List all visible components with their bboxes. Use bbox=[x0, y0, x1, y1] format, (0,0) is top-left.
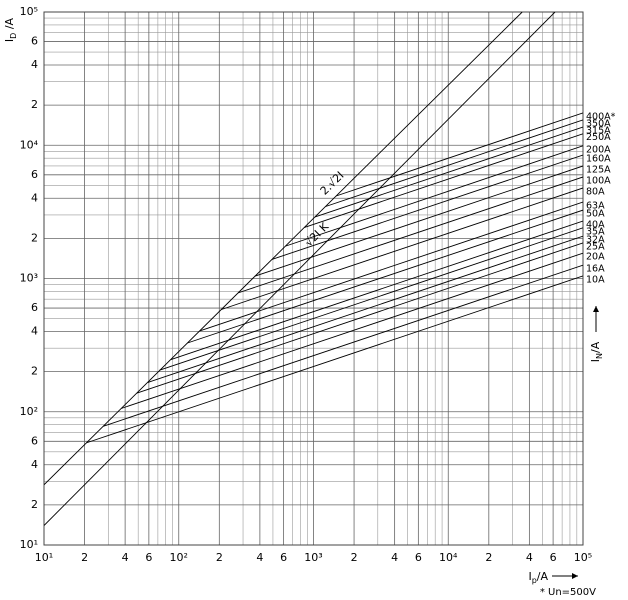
x-tick-label: 10² bbox=[170, 551, 188, 564]
fuse-curve bbox=[147, 235, 583, 383]
y-tick-label: 2 bbox=[31, 231, 38, 244]
legend-label: 200A bbox=[586, 144, 611, 155]
x-tick-label: 6 bbox=[145, 551, 152, 564]
fuse-curve bbox=[170, 220, 583, 361]
legend-label: 350A bbox=[586, 118, 611, 129]
x-tick-label: 4 bbox=[526, 551, 533, 564]
y-tick-label: 10³ bbox=[20, 272, 38, 285]
legend-label: 250A bbox=[586, 132, 611, 143]
legend-label: 32A bbox=[586, 235, 605, 246]
y-tick-label: 6 bbox=[31, 168, 38, 181]
fuse-curve bbox=[199, 201, 583, 332]
y-tick-label: 6 bbox=[31, 35, 38, 48]
line-label: 2.√2I bbox=[318, 169, 347, 198]
legend-label: 35A bbox=[586, 226, 605, 237]
y-tick-label: 2 bbox=[31, 365, 38, 378]
y-axis-label-unit: /A bbox=[3, 17, 16, 32]
legend-label: 16A bbox=[586, 264, 605, 275]
fuse-curve bbox=[285, 145, 583, 247]
y-tick-label: 4 bbox=[31, 458, 38, 471]
reference-line bbox=[44, 12, 556, 526]
legend-label: 315A bbox=[586, 126, 611, 137]
legend-label: 160A bbox=[586, 153, 611, 164]
legend-label: 63A bbox=[586, 201, 605, 212]
series-axis-label-unit: /A bbox=[589, 341, 602, 353]
x-tick-label: 10⁵ bbox=[574, 551, 592, 564]
legend-label: 400A* bbox=[586, 111, 616, 122]
legend-label: 20A bbox=[586, 252, 605, 263]
x-tick-label: 4 bbox=[256, 551, 263, 564]
reference-line bbox=[44, 12, 523, 486]
x-tick-label: 2 bbox=[351, 551, 358, 564]
fuse-curve bbox=[121, 252, 583, 409]
y-tick-label: 10⁴ bbox=[20, 138, 39, 151]
fuse-curve bbox=[103, 264, 583, 427]
fuse-curve bbox=[136, 242, 583, 394]
y-tick-label: 10⁵ bbox=[20, 5, 38, 18]
fuse-curve bbox=[303, 133, 583, 229]
line-label: √2I K bbox=[302, 220, 331, 250]
legend-label: 25A bbox=[586, 241, 605, 252]
x-tick-label: 2 bbox=[216, 551, 223, 564]
x-axis-label-symbol: I bbox=[528, 570, 531, 583]
fuse-curve bbox=[325, 119, 583, 207]
y-axis-label-subscript: D bbox=[9, 33, 18, 39]
legend-label: 50A bbox=[586, 209, 605, 220]
legend-label: 125A bbox=[586, 164, 611, 175]
n-arrowhead bbox=[593, 306, 599, 312]
series-axis-label-symbol: I bbox=[589, 359, 602, 362]
y-tick-label: 10² bbox=[20, 405, 38, 418]
legend-label: 10A bbox=[586, 274, 605, 285]
y-tick-label: 6 bbox=[31, 301, 38, 314]
fuse-curve bbox=[238, 176, 583, 294]
fuse-curve bbox=[187, 209, 583, 344]
x-tick-label: 10⁴ bbox=[439, 551, 458, 564]
x-tick-label: 4 bbox=[391, 551, 398, 564]
fuse-curve bbox=[314, 126, 583, 218]
legend-label: 40A bbox=[586, 220, 605, 231]
x-tick-label: 2 bbox=[485, 551, 492, 564]
x-axis-label: Ip/A bbox=[528, 570, 548, 585]
x-tick-label: 6 bbox=[415, 551, 422, 564]
fuse-curve bbox=[335, 112, 583, 197]
series-axis-label-subscript: N bbox=[595, 353, 604, 359]
x-arrowhead bbox=[572, 573, 578, 579]
plot-frame bbox=[43, 11, 584, 546]
y-tick-label: 6 bbox=[31, 434, 38, 447]
series-axis-label: IN/A bbox=[589, 341, 604, 362]
x-tick-label: 10¹ bbox=[35, 551, 53, 564]
x-tick-label: 6 bbox=[280, 551, 287, 564]
fuse-curve bbox=[254, 165, 583, 277]
fuse-curve bbox=[159, 227, 583, 371]
y-tick-label: 4 bbox=[31, 191, 38, 204]
legend-label: 100A bbox=[586, 175, 611, 186]
x-axis-label-subscript: p bbox=[532, 576, 537, 585]
y-tick-label: 2 bbox=[31, 498, 38, 511]
x-tick-label: 2 bbox=[81, 551, 88, 564]
y-tick-label: 4 bbox=[31, 325, 38, 338]
footnote: * Un=500V bbox=[540, 587, 596, 598]
y-axis-label-symbol: I bbox=[3, 39, 16, 42]
y-axis-label: ID /A bbox=[3, 17, 18, 42]
x-axis-label-unit: /A bbox=[537, 570, 549, 583]
x-tick-label: 6 bbox=[550, 551, 557, 564]
legend-label: 80A bbox=[586, 186, 605, 197]
fuse-curve bbox=[86, 275, 583, 444]
y-tick-label: 2 bbox=[31, 98, 38, 111]
y-tick-label: 4 bbox=[31, 58, 38, 71]
fuse-curve bbox=[220, 187, 583, 311]
y-tick-label: 10¹ bbox=[20, 538, 38, 551]
x-tick-label: 10³ bbox=[304, 551, 322, 564]
fuse-curve bbox=[271, 154, 583, 260]
x-tick-label: 4 bbox=[122, 551, 129, 564]
